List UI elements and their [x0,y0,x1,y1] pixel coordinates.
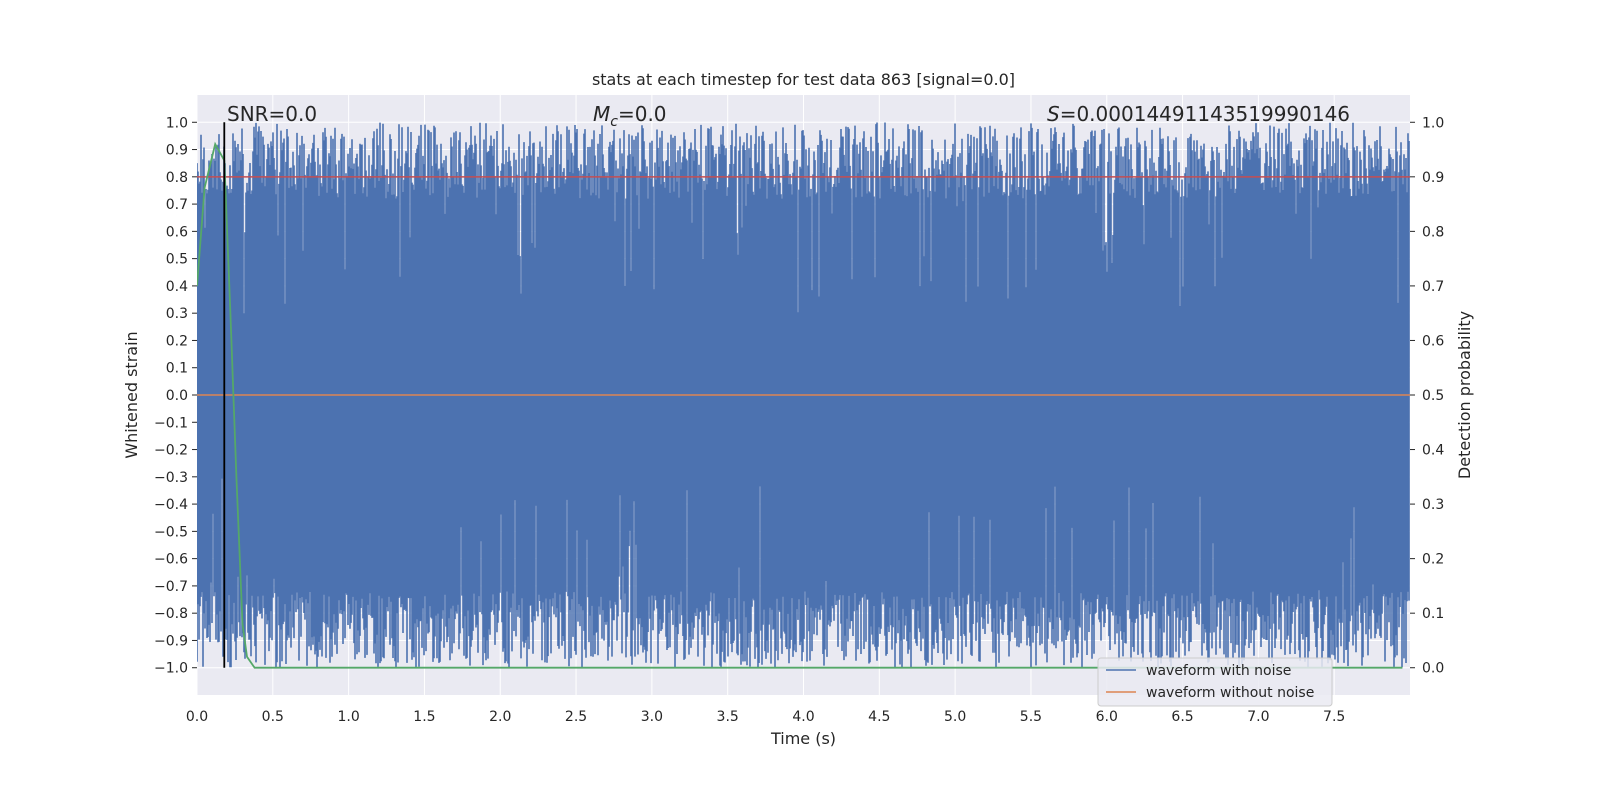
y-tick-label: 0.8 [166,170,188,186]
y-axis-label: Whitened strain [122,331,141,458]
y-tick-label: 1.0 [166,115,188,131]
x-tick-label: 1.0 [337,709,359,725]
legend-box [1097,657,1333,707]
y2-axis-label: Detection probability [1455,311,1474,479]
series-layer [197,122,1410,669]
y-tick-label: −0.8 [154,606,188,622]
x-tick-label: 3.5 [717,709,739,725]
y-tick-label: −0.3 [154,470,188,486]
chirp-mass-value: =0.0 [618,102,667,126]
y-tick-label: 0.5 [166,252,188,268]
x-tick-label: 3.0 [641,709,663,725]
y2-tick-label: 0.6 [1422,333,1444,349]
y-tick-label: −0.1 [154,415,188,431]
series-detection-probability [197,141,1403,669]
x-tick-label: 2.0 [489,709,511,725]
x-tick-label: 7.5 [1323,709,1345,725]
y2-tick-label: 1.0 [1422,115,1444,131]
y-tick-label: 0.2 [166,333,188,349]
y2-tick-label: 0.2 [1422,552,1444,568]
s-symbol: S [1047,102,1060,126]
x-tick-label: 6.0 [1096,709,1118,725]
y-tick-label: −0.6 [154,552,188,568]
y-tick-label: 0.4 [166,279,188,295]
y2-tick-label: 0.5 [1422,388,1444,404]
x-tick-label: 2.5 [565,709,587,725]
x-tick-label: 5.5 [1020,709,1042,725]
y-tick-label: 0.1 [166,361,188,377]
x-tick-label: 0.0 [186,709,208,725]
y-tick-label: −0.9 [154,633,188,649]
y-tick-label: −0.5 [154,524,188,540]
s-annotation: S=0.00014491143519990146 [1047,102,1350,126]
legend: waveform with noise waveform without noi… [1097,657,1333,707]
y-tick-label: 0.7 [166,197,188,213]
y2-tick-label: 0.9 [1422,170,1444,186]
y2-tick-label: 0.1 [1422,606,1444,622]
y2-tick-label: 0.4 [1422,443,1444,459]
x-tick-label: 6.5 [1171,709,1193,725]
y-tick-label: 0.0 [166,388,188,404]
legend-label-waveform-with-noise: waveform with noise [1146,663,1291,679]
x-tick-label: 0.5 [262,709,284,725]
s-value: =0.00014491143519990146 [1060,102,1350,126]
y2-tick-label: 0.8 [1422,224,1444,240]
y2-tick-label: 0.3 [1422,497,1444,513]
y-tick-label: 0.3 [166,306,188,322]
x-tick-label: 1.5 [413,709,435,725]
y-tick-label: −0.7 [154,579,188,595]
y-tick-label: −0.4 [154,497,188,513]
chirp-mass-subscript: c [610,114,618,130]
x-tick-label: 4.0 [792,709,814,725]
axes: 0.0 0.5 1.0 1.5 2.0 2.5 3.0 3.5 4.0 4.5 5.0 5.5 6.0 6… [154,115,1444,725]
legend-label-waveform-without-noise: waveform without noise [1146,685,1314,701]
chart-title: stats at each timestep for test data 863… [592,70,1015,89]
y-tick-label: 0.6 [166,224,188,240]
y-tick-label: 0.9 [166,143,188,159]
y-tick-label: −1.0 [154,661,188,677]
chirp-mass-symbol: M [593,102,610,126]
snr-annotation: SNR=0.0 [227,102,317,126]
y-tick-label: −0.2 [154,443,188,459]
y2-tick-label: 0.7 [1422,279,1444,295]
x-tick-label: 7.0 [1247,709,1269,725]
x-tick-label: 4.5 [868,709,890,725]
x-axis-label: Time (s) [770,729,836,748]
y2-tick-label: 0.0 [1422,661,1444,677]
x-tick-label: 5.0 [944,709,966,725]
chirp-mass-annotation: Mc=0.0 [593,102,667,130]
series-waveform-with-noise [197,122,1410,668]
